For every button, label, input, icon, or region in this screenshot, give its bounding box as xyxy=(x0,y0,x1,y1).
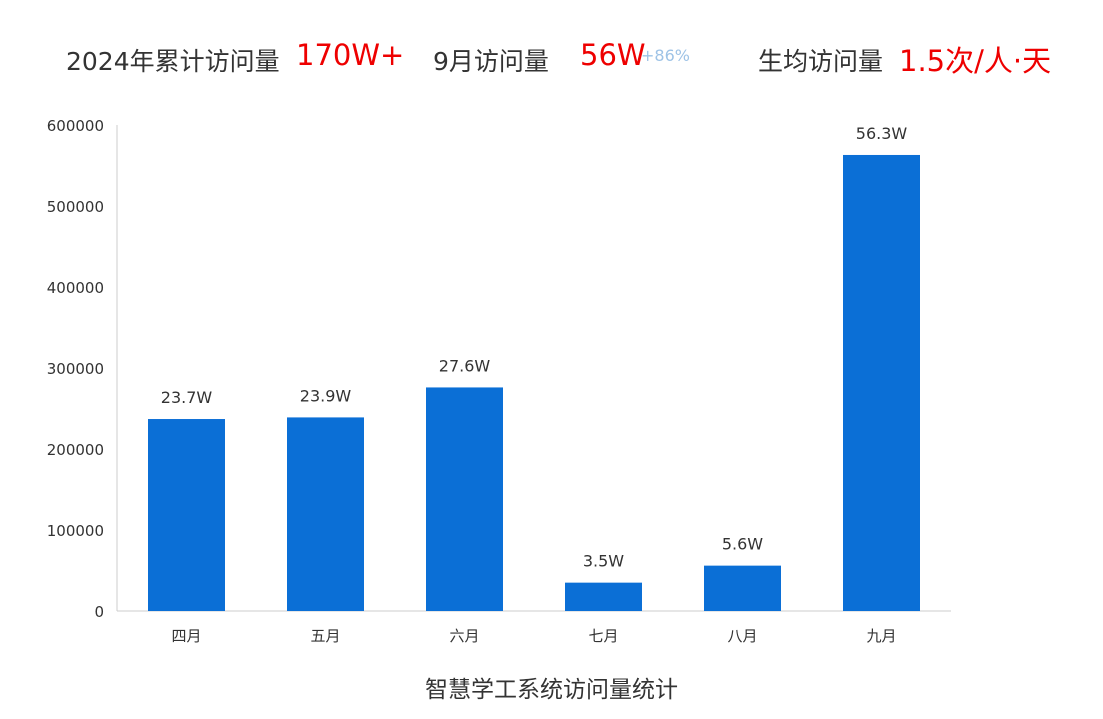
bar xyxy=(426,387,503,611)
kpi-avg-label: 生均访问量 xyxy=(758,47,884,76)
y-tick-label: 500000 xyxy=(47,198,104,216)
kpi-sept-value: 56W xyxy=(580,38,646,72)
chart-title: 智慧学工系统访问量统计 xyxy=(425,677,678,703)
y-tick-label: 200000 xyxy=(47,441,104,459)
x-tick-label: 四月 xyxy=(171,627,201,645)
y-tick-label: 100000 xyxy=(47,522,104,540)
kpi-sept-delta: +86% xyxy=(641,46,690,65)
bar xyxy=(704,565,781,611)
x-tick-label: 七月 xyxy=(588,627,618,645)
bar xyxy=(565,582,642,611)
bar-data-label: 56.3W xyxy=(856,124,908,143)
x-tick-label: 八月 xyxy=(727,627,757,645)
x-tick-label: 九月 xyxy=(866,627,896,645)
y-tick-label: 600000 xyxy=(47,117,104,135)
y-tick-label: 400000 xyxy=(47,279,104,297)
kpi-total-value: 170W+ xyxy=(296,38,405,72)
bar xyxy=(843,154,920,611)
y-tick-label: 0 xyxy=(94,603,104,621)
y-tick-label: 300000 xyxy=(47,360,104,378)
bar-data-label: 23.7W xyxy=(161,388,213,407)
bar-data-label: 27.6W xyxy=(439,356,491,375)
bar xyxy=(287,417,364,611)
kpi-sept-label: 9月访问量 xyxy=(433,47,549,76)
bar xyxy=(148,419,225,611)
bar-data-label: 5.6W xyxy=(722,535,763,554)
x-tick-label: 六月 xyxy=(449,627,479,645)
bar-data-label: 3.5W xyxy=(583,552,624,571)
bar-data-label: 23.9W xyxy=(300,386,352,405)
kpi-total-label: 2024年累计访问量 xyxy=(66,47,280,76)
x-tick-label: 五月 xyxy=(310,627,340,645)
kpi-avg-value: 1.5次/人·天 xyxy=(899,44,1052,78)
